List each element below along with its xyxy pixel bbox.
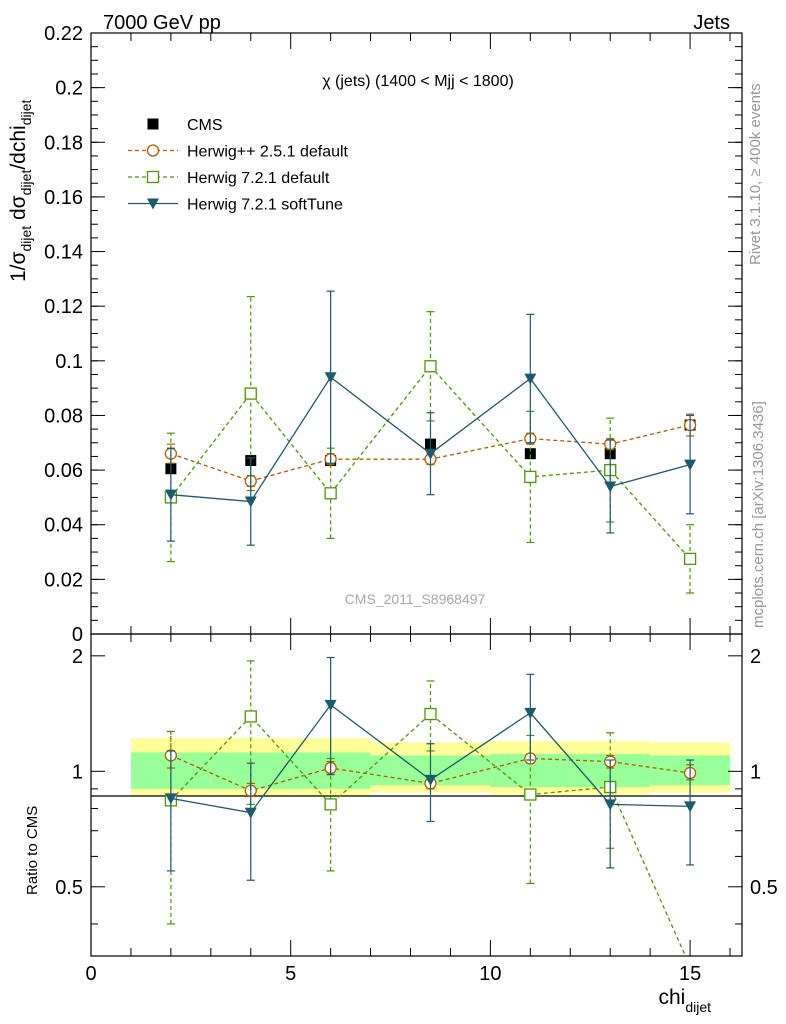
- rivet-label: Rivet 3.1.10, ≥ 400k events: [747, 83, 764, 265]
- ratio-series-herwig-7-2-1-softtune: [164, 656, 697, 881]
- watermark: CMS_2011_S8968497: [345, 591, 486, 607]
- data-point: [164, 489, 177, 501]
- y-tick-label: 0.12: [44, 296, 83, 318]
- legend-marker: [147, 198, 159, 210]
- chart-title: χ (jets) (1400 < Mjj < 1800): [322, 73, 514, 90]
- ratio-frame: [90, 633, 743, 957]
- x-tick-label: 5: [285, 963, 296, 985]
- y-tick-label: 0.22: [44, 23, 83, 45]
- ratio-y-axis-label: Ratio to CMS: [24, 806, 41, 895]
- y-tick-label: 0.18: [44, 132, 83, 154]
- data-point: [524, 470, 537, 484]
- main-panel: 0 0.02 0.04 0.06 0.08 0.1 0.12 0.14 0.16 0.18 0.2 0…: [44, 23, 743, 646]
- y-tick-label: 0.04: [44, 515, 83, 537]
- mcplots-label: mcplots.cern.ch [arXiv:1306.3436]: [750, 401, 767, 628]
- x-tick-label: 0: [85, 963, 96, 985]
- ratio-point: [424, 707, 437, 721]
- ratio-point: [244, 807, 257, 819]
- ratio-y-tick-label: 2: [72, 646, 83, 668]
- data-point: [524, 448, 536, 460]
- data-point: [244, 496, 257, 508]
- legend-label: Herwig 7.2.1 softTune: [187, 197, 343, 214]
- y-tick-label: 0.06: [44, 460, 83, 482]
- main-y-axis-label: 1/σdijet dσdijet/dchidijet: [7, 100, 34, 282]
- legend-marker: [146, 170, 160, 184]
- header-right: Jets: [693, 12, 730, 34]
- data-point: [244, 387, 257, 400]
- legend-label: CMS: [187, 117, 223, 134]
- ratio-point: [324, 798, 337, 811]
- data-point: [683, 552, 697, 566]
- ratio-y-tick-label-right: 1: [750, 761, 761, 783]
- data-point: [684, 459, 697, 471]
- ratio-point: [524, 788, 537, 801]
- data-point: [524, 373, 537, 385]
- ratio-clip-cover: [90, 956, 743, 977]
- y-tick-label: 0: [72, 624, 83, 646]
- ratio-point: [604, 799, 617, 811]
- y-tick-label: 0.08: [44, 405, 83, 427]
- y-tick-label: 0.14: [44, 242, 83, 264]
- legend-label: Herwig 7.2.1 default: [187, 170, 330, 187]
- series-herwig-7-2-1-softtune: [164, 290, 697, 546]
- data-point: [604, 481, 617, 493]
- ratio-point: [164, 793, 177, 805]
- ratio-point: [524, 707, 537, 719]
- ratio-point: [244, 710, 257, 723]
- ratio-y-tick-label: 1: [72, 761, 83, 783]
- data-point: [324, 372, 337, 384]
- ratio-y-tick-label-right: 0.5: [750, 877, 778, 899]
- ratio-panel: 0.5 0.5 1 1 2 2 0 5 10 15: [55, 633, 778, 985]
- ratio-point: [684, 801, 697, 813]
- ratio-point: [424, 774, 437, 786]
- ratio-series-herwig-7-2-1-default: [164, 660, 691, 967]
- y-tick-label: 0.1: [55, 351, 83, 373]
- header-left: 7000 GeV pp: [103, 12, 221, 34]
- x-axis-label: chidijet: [658, 986, 711, 1015]
- legend-label: Herwig++ 2.5.1 default: [187, 144, 349, 161]
- x-tick-label: 15: [679, 963, 701, 985]
- legend-marker: [147, 118, 159, 130]
- data-point: [424, 448, 437, 460]
- ratio-y-tick-label: 0.5: [55, 877, 83, 899]
- legend-marker: [146, 144, 160, 157]
- y-tick-label: 0.02: [44, 569, 83, 591]
- data-point: [424, 360, 437, 373]
- x-tick-label: 10: [479, 963, 501, 985]
- y-tick-label: 0.2: [55, 78, 83, 100]
- y-tick-label: 0.16: [44, 187, 83, 209]
- ratio-point: [324, 699, 337, 711]
- data-point: [324, 487, 337, 500]
- legend: CMS Herwig++ 2.5.1 default Herwig 7.2.1 de…: [128, 117, 349, 214]
- ratio-y-tick-label-right: 2: [750, 646, 761, 668]
